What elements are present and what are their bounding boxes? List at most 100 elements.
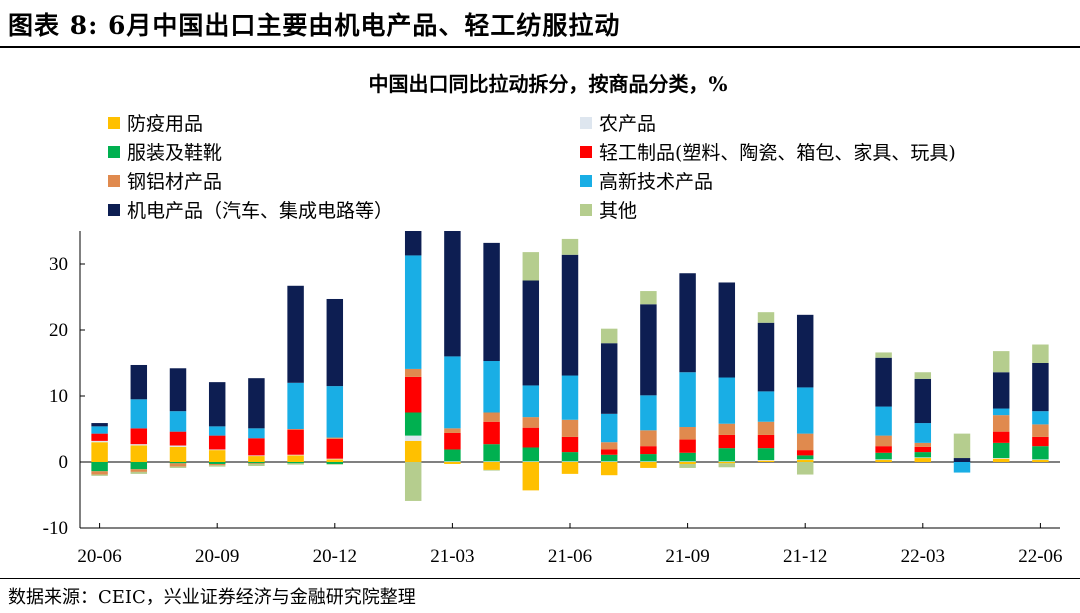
bar-segment	[992, 408, 1010, 416]
bar-segment	[992, 372, 1010, 409]
bar-segment	[404, 440, 422, 462]
legend-label: 轻工制品(塑料、陶瓷、箱包、家具、玩具)	[599, 142, 956, 164]
bar-segment	[483, 242, 500, 362]
legend-item: 轻工制品(塑料、陶瓷、箱包、家具、玩具)	[580, 142, 956, 164]
bar-segment	[679, 452, 696, 462]
bar-segment	[600, 328, 618, 344]
bar-segment	[757, 460, 775, 461]
x-tick-label: 21-12	[783, 546, 827, 567]
bar-segment	[679, 372, 696, 428]
bar-segment	[679, 427, 696, 440]
bar-segment	[1032, 460, 1049, 462]
bar-segment	[561, 419, 579, 437]
bar-segment	[404, 368, 422, 377]
bar-segment	[169, 463, 187, 467]
bar-segment	[483, 462, 500, 470]
bar-segment	[326, 438, 344, 459]
y-tick-label: -10	[43, 518, 68, 539]
bar-segment	[169, 466, 187, 468]
bar-segment	[561, 238, 579, 255]
bar-segment	[91, 440, 108, 443]
title-rule	[0, 46, 1080, 48]
bar-segment	[640, 454, 657, 462]
bar-segment	[718, 461, 736, 462]
bar-segment	[326, 463, 344, 465]
x-tick-label: 22-03	[901, 546, 945, 567]
bar-segment	[757, 434, 775, 449]
bar-segment	[796, 455, 814, 460]
bar-segment	[169, 411, 187, 432]
bar-segment	[1032, 436, 1049, 447]
bar-segment	[208, 435, 226, 450]
bar-segment	[875, 460, 892, 462]
bar-segment	[992, 442, 1010, 459]
bar-segment	[718, 462, 736, 464]
bar-segment	[757, 312, 775, 323]
legend-label: 其他	[599, 200, 637, 222]
bar-segment	[600, 449, 618, 455]
legend-swatch	[580, 204, 592, 216]
bar-segment	[914, 446, 932, 453]
bar-segment	[600, 462, 618, 476]
bar-segment	[208, 382, 226, 427]
legend-item: 钢铝材产品	[108, 171, 222, 193]
bar-segment	[600, 461, 618, 462]
bar-segment	[757, 448, 775, 461]
bar-segment	[757, 391, 775, 422]
bar-segment	[169, 431, 187, 446]
legend-swatch	[580, 117, 592, 129]
bar-segment	[640, 446, 657, 455]
bar-segment	[91, 462, 108, 472]
bar-segment	[914, 442, 932, 447]
bar-segment	[718, 463, 736, 468]
bar-segment	[483, 421, 500, 445]
bar-segment	[640, 462, 657, 468]
bar-segment	[992, 431, 1010, 443]
x-tick-label: 21-09	[665, 546, 709, 567]
bar-segment	[914, 378, 932, 424]
bar-segment	[91, 442, 108, 462]
bar-segment	[169, 368, 187, 412]
y-tick-label: 10	[49, 386, 68, 407]
bar-segment	[561, 254, 579, 376]
bar-segment	[444, 449, 461, 462]
bar-segment	[208, 426, 226, 436]
bar-segment	[796, 450, 814, 456]
bar-segment	[91, 474, 108, 476]
bar-segment	[600, 454, 618, 462]
bar-segment	[522, 252, 540, 281]
bar-segment	[326, 462, 344, 464]
bar-segment	[522, 280, 540, 386]
bar-segment	[875, 452, 892, 460]
bar-segment	[483, 461, 500, 462]
bar-segment	[248, 456, 265, 462]
bar-segment	[640, 291, 657, 305]
bar-segment	[600, 442, 618, 450]
bar-segment	[208, 465, 226, 467]
bar-segment	[718, 423, 736, 435]
bar-segment	[679, 462, 696, 464]
bar-segment	[718, 377, 736, 424]
bar-segment	[444, 432, 461, 450]
bar-segment	[1032, 344, 1049, 363]
legend-label: 服装及鞋靴	[127, 142, 222, 164]
x-tick-label: 20-12	[313, 546, 357, 567]
bar-segment	[404, 231, 422, 256]
bar-segment	[914, 458, 932, 462]
bar-segment	[679, 463, 696, 468]
bar-segment	[91, 423, 108, 427]
legend-label: 防疫用品	[127, 113, 203, 135]
bar-segment	[130, 399, 148, 429]
bar-segment	[561, 461, 579, 462]
x-tick-label: 20-06	[77, 546, 121, 567]
bar-segment	[796, 462, 814, 475]
bar-segment	[483, 412, 500, 422]
bar-segment	[875, 357, 892, 407]
bar-segment	[208, 463, 226, 466]
chart-title: 中国出口同比拉动拆分，按商品分类，%	[368, 72, 727, 96]
bar-segment	[914, 423, 932, 443]
bar-segment	[287, 462, 304, 464]
bar-segment	[130, 471, 148, 474]
